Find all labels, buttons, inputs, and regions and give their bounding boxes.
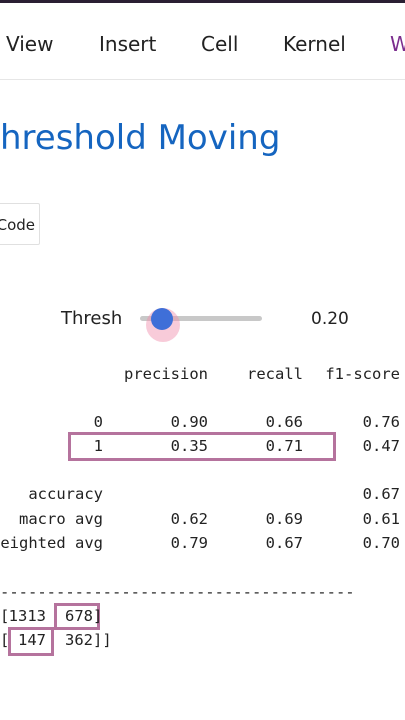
matrix-cell: 678 xyxy=(65,607,93,625)
row-label: eighted avg xyxy=(0,534,103,552)
metric-value: 0.62 xyxy=(170,510,208,528)
metric-value: 0.90 xyxy=(170,413,208,431)
bracket: [ xyxy=(0,631,10,649)
menu-item[interactable]: W xyxy=(390,32,405,56)
matrix-cell: 147 xyxy=(18,631,46,649)
bracket: [ xyxy=(0,607,10,625)
bracket: ]] xyxy=(93,631,112,649)
metric-value: 0.71 xyxy=(265,437,303,455)
row-label: 1 xyxy=(93,437,103,455)
highlight-box xyxy=(8,627,54,656)
highlight-box xyxy=(54,603,100,630)
matrix-cell: 1313 xyxy=(8,607,46,625)
column-header: recall xyxy=(247,365,303,383)
metric-value: 0.35 xyxy=(170,437,208,455)
menu-item[interactable]: View xyxy=(6,32,54,56)
slider-track[interactable] xyxy=(140,316,262,321)
row-label: 0 xyxy=(93,413,103,431)
metric-value: 0.67 xyxy=(362,485,400,503)
metric-value: 0.69 xyxy=(265,510,303,528)
highlight-box xyxy=(68,432,336,461)
matrix-cell: 362 xyxy=(65,631,93,649)
slider-handle[interactable] xyxy=(151,308,173,330)
code-button[interactable]: Code xyxy=(0,203,40,245)
metric-value: 0.61 xyxy=(362,510,400,528)
metric-value: 0.76 xyxy=(362,413,400,431)
slider-value: 0.20 xyxy=(311,309,349,329)
metric-value: 0.70 xyxy=(362,534,400,552)
window-edge xyxy=(0,0,405,3)
metric-value: 0.79 xyxy=(170,534,208,552)
row-label: macro avg xyxy=(19,510,103,528)
menu-item[interactable]: Kernel xyxy=(283,32,346,56)
heading: hreshold Moving xyxy=(0,118,281,158)
menu-item[interactable]: Cell xyxy=(201,32,239,56)
divider: -------------------------------------- xyxy=(0,583,355,601)
bracket: ] xyxy=(93,607,103,625)
slider-label: Thresh xyxy=(61,308,123,329)
row-label: accuracy xyxy=(28,485,103,503)
menu-item[interactable]: Insert xyxy=(99,32,157,56)
metric-value: 0.66 xyxy=(265,413,303,431)
metric-value: 0.47 xyxy=(362,437,400,455)
menu-bar xyxy=(0,3,405,80)
column-header: precision xyxy=(124,365,208,383)
metric-value: 0.67 xyxy=(265,534,303,552)
column-header: f1-score xyxy=(325,365,400,383)
